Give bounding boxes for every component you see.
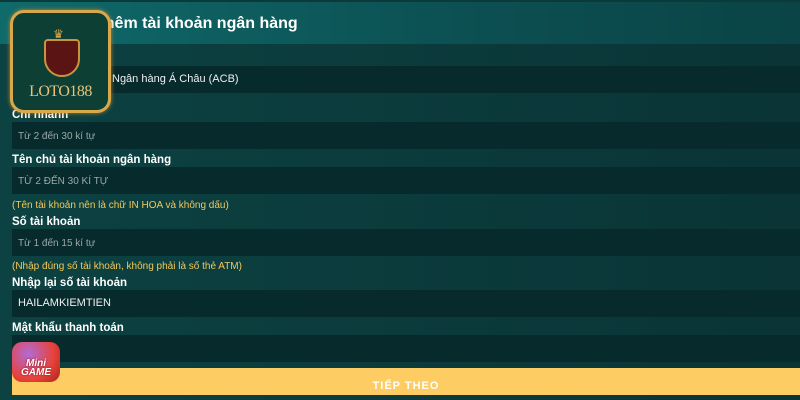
minigame-label: Mini GAME (21, 358, 51, 378)
next-button[interactable]: TIẾP THEO (12, 368, 800, 395)
account-note: (Nhập đúng số tài khoản, không phải là s… (12, 261, 242, 272)
bank-select[interactable]: Ngân hàng Á Châu (ACB) (12, 66, 800, 93)
logo-text: LOTO188 (29, 83, 92, 100)
account-input[interactable]: Từ 1 đến 15 kí tự (12, 229, 800, 256)
loto188-logo: ♛ LOTO188 (10, 10, 111, 113)
minigame-button[interactable]: Mini GAME (12, 342, 60, 382)
reaccount-label: Nhập lại số tài khoản (12, 277, 128, 289)
crown-icon: ♛ (53, 27, 64, 41)
holder-label: Tên chủ tài khoản ngân hàng (12, 154, 172, 166)
page-title: Thêm tài khoản ngân hàng (95, 15, 298, 32)
account-label: Số tài khoản (12, 216, 81, 228)
reaccount-input[interactable]: HAILAMKIEMTIEN (12, 290, 800, 317)
password-label: Mật khẩu thanh toán (12, 322, 124, 334)
branch-input[interactable]: Từ 2 đến 30 kí tự (12, 122, 800, 149)
lotus-shield-icon (44, 39, 80, 77)
holder-note: (Tên tài khoản nên là chữ IN HOA và khôn… (12, 200, 229, 211)
header: Thêm tài khoản ngân hàng (0, 2, 800, 44)
holder-input[interactable]: TỪ 2 ĐẾN 30 KÍ TỰ (12, 167, 800, 194)
password-input[interactable]: •••••• (12, 335, 800, 362)
